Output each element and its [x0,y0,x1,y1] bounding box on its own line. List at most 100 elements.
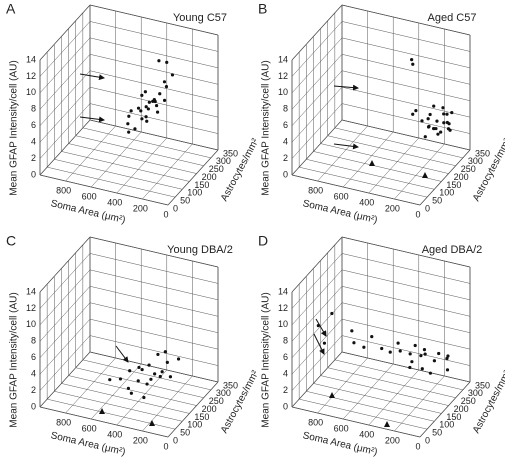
grid-line [341,236,471,268]
y-tick-label: 100 [439,188,454,198]
y-tick-label: 100 [187,188,202,198]
grid-line [89,54,219,85]
z-tick-label: 0 [31,169,36,179]
data-point [435,119,439,123]
z-tick-label: 8 [31,104,36,114]
grid-line [306,159,435,190]
y-tick-label: 150 [446,412,461,422]
data-point [408,365,412,370]
y-tick-label: 50 [180,428,190,438]
grid-line [89,302,219,333]
grid-line [39,174,169,206]
data-point [322,341,327,345]
y-tick-label: 150 [446,180,461,190]
data-point [165,360,169,365]
data-point [426,117,430,121]
data-point [126,386,130,390]
z-tick-label: 8 [283,104,288,114]
grid-line [89,21,219,52]
x-tick-label: 800 [308,185,323,195]
data-point [140,93,144,97]
z-tick-label: 12 [26,71,36,81]
data-point [446,354,450,358]
data-point [445,112,449,116]
grid-line [299,398,428,430]
y-tick-label: 250 [209,164,224,174]
y-tick-label: 150 [194,180,209,190]
y-axis-label: Astrocytes/mm² [471,136,505,203]
grid-line [291,86,343,143]
y-tick-label: 0 [425,203,430,213]
grid-line [341,302,471,333]
grid-line [291,103,343,159]
panel-letter: A [6,1,16,17]
panel: 0200400600800050100150200250300350024681… [6,1,262,226]
x-tick-label: 800 [56,185,71,195]
y-tick-label: 350 [475,380,490,390]
data-point [330,311,334,316]
grid-line [65,125,116,182]
data-point [411,62,415,66]
z-tick-label: 6 [31,120,36,130]
grid-line [89,318,219,350]
grid-line [291,335,343,391]
grid-line [39,318,91,375]
grid-line [89,119,219,151]
panel: 0200400600800050100150200250300350024681… [258,233,505,458]
z-tick-label: 14 [278,286,288,296]
data-point [128,369,132,373]
z-tick-label: 14 [278,54,288,64]
grid-line [75,367,204,398]
y-tick-label: 200 [202,404,217,414]
grid-line [291,70,343,126]
data-point [144,115,148,119]
grid-line [61,383,190,414]
grid-line [91,131,142,188]
arrowhead [99,408,105,414]
data-point [414,109,418,113]
z-tick-label: 6 [283,120,288,130]
panel-title: Aged DBA/2 [422,244,483,256]
grid-line [39,86,91,143]
panel-letter: D [258,233,268,249]
grid-line [299,166,428,198]
data-point [127,114,131,118]
grid-line [39,286,91,342]
grid-line [39,37,91,94]
data-point [432,359,436,363]
data-point [140,367,144,372]
y-tick-label: 250 [461,164,476,174]
data-point [146,107,150,111]
data-point [136,379,140,383]
data-point [162,98,167,102]
arrow [333,84,359,91]
grid-line [313,383,442,414]
data-point [137,365,141,370]
data-point [445,120,449,125]
grid-line [341,269,471,301]
data-point [428,112,432,117]
z-tick-label: 12 [26,303,36,313]
data-point [163,350,167,354]
data-point [168,375,173,379]
grid-line [291,253,343,309]
data-point [437,351,441,356]
grid-line [320,143,449,174]
grid-line [317,125,368,182]
data-point [149,377,153,381]
grid-line [394,143,445,200]
data-point [442,112,446,116]
data-point [162,80,167,84]
data-point [446,127,451,131]
y-tick-label: 300 [468,388,483,398]
grid-line [291,4,343,61]
data-point [147,100,151,104]
grid-line [306,391,435,422]
data-point [439,130,443,134]
grid-line [368,369,419,426]
data-point [419,354,423,358]
data-point [426,125,431,129]
grid-line [89,37,219,69]
data-point [420,119,424,123]
y-tick-label: 100 [187,420,202,430]
